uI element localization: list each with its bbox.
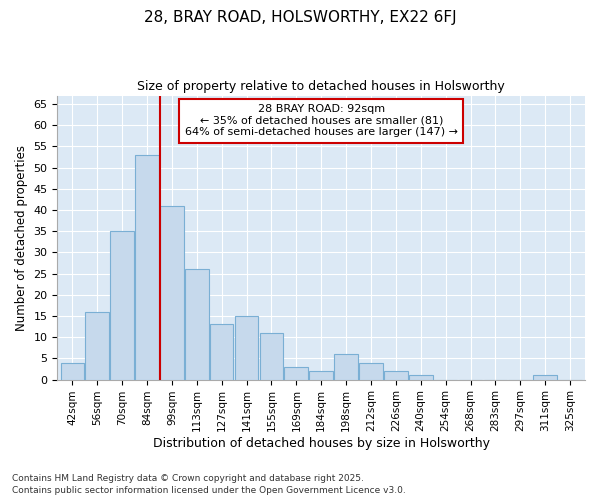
Bar (160, 206, 184, 380)
Bar (334, 354, 358, 380)
Bar (85, 312, 109, 380)
Title: Size of property relative to detached houses in Holsworthy: Size of property relative to detached ho… (137, 80, 505, 93)
Bar (135, 155, 159, 380)
Bar (210, 324, 233, 380)
Bar (359, 362, 383, 380)
Bar (185, 270, 209, 380)
Bar (384, 371, 407, 380)
Bar (409, 376, 433, 380)
Bar (235, 316, 259, 380)
Text: Contains HM Land Registry data © Crown copyright and database right 2025.
Contai: Contains HM Land Registry data © Crown c… (12, 474, 406, 495)
Y-axis label: Number of detached properties: Number of detached properties (15, 144, 28, 330)
Bar (533, 376, 557, 380)
X-axis label: Distribution of detached houses by size in Holsworthy: Distribution of detached houses by size … (153, 437, 490, 450)
Bar (310, 371, 333, 380)
Bar (284, 367, 308, 380)
Bar (260, 333, 283, 380)
Text: 28 BRAY ROAD: 92sqm
← 35% of detached houses are smaller (81)
64% of semi-detach: 28 BRAY ROAD: 92sqm ← 35% of detached ho… (185, 104, 458, 138)
Bar (110, 231, 134, 380)
Text: 28, BRAY ROAD, HOLSWORTHY, EX22 6FJ: 28, BRAY ROAD, HOLSWORTHY, EX22 6FJ (143, 10, 457, 25)
Bar (61, 362, 84, 380)
